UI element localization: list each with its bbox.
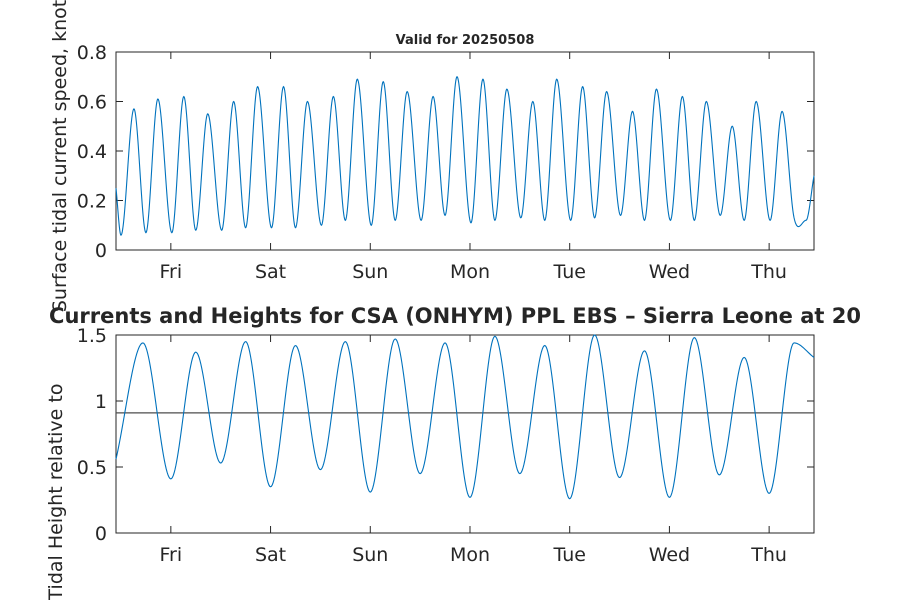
current-speed-x-tick-label: Sat <box>255 261 286 283</box>
current-speed-plot-area <box>115 51 815 251</box>
current-speed-title: Valid for 20250508 <box>396 33 535 48</box>
current-speed-y-tick-label: 0 <box>95 240 107 262</box>
tidal-height-y-tick-label: 1.5 <box>77 325 107 347</box>
tidal-height-x-tick-label: Wed <box>649 544 690 566</box>
current-speed-y-tick-label: 0.6 <box>77 92 107 114</box>
tidal-height-x-tick-label: Mon <box>450 544 490 566</box>
current-speed-x-tick-label: Mon <box>450 261 490 283</box>
tidal-height-y-tick-label: 1 <box>95 391 107 413</box>
current-speed-panel: 0 0.2 0.4 0.6 0.8 Fri Sat Sun Mon Tue Wed Thu Valid… <box>49 0 815 312</box>
current-speed-x-tick-label: Fri <box>160 261 183 283</box>
tidal-height-x-tick-label: Sun <box>352 544 388 566</box>
current-speed-series-line <box>115 75 815 236</box>
current-speed-x-tick-label: Tue <box>552 261 585 283</box>
tidal-height-x-tick-label: Tue <box>552 544 585 566</box>
tidal-height-x-tick-label: Sat <box>255 544 286 566</box>
current-speed-x-tick-label: Thu <box>750 261 787 283</box>
current-speed-x-tick-label: Wed <box>649 261 690 283</box>
current-speed-y-label: Surface tidal current speed, knots <box>49 0 71 312</box>
current-speed-y-tick-label: 0.2 <box>77 191 107 213</box>
current-speed-y-tick-label: 0.4 <box>77 141 107 163</box>
tidal-height-plot-area <box>115 334 815 534</box>
tidal-height-y-tick-label: 0 <box>95 523 107 545</box>
current-speed-y-tick-label: 0.8 <box>77 42 107 64</box>
tidal-height-x-tick-label: Fri <box>160 544 183 566</box>
current-speed-x-tick-label: Sun <box>352 261 388 283</box>
tidal-height-y-tick-label: 0.5 <box>77 457 107 479</box>
tidal-height-y-label: Tidal Height relative to <box>45 384 67 600</box>
tidal-height-panel: 0 0.5 1 1.5 Fri Sat Sun Mon Tue Wed Thu Tidal Heig… <box>45 325 815 600</box>
tidal-height-series-line <box>115 334 815 500</box>
tidal-height-x-tick-label: Thu <box>750 544 787 566</box>
chart-main-title: Currents and Heights for CSA (ONHYM) PPL… <box>49 304 861 328</box>
